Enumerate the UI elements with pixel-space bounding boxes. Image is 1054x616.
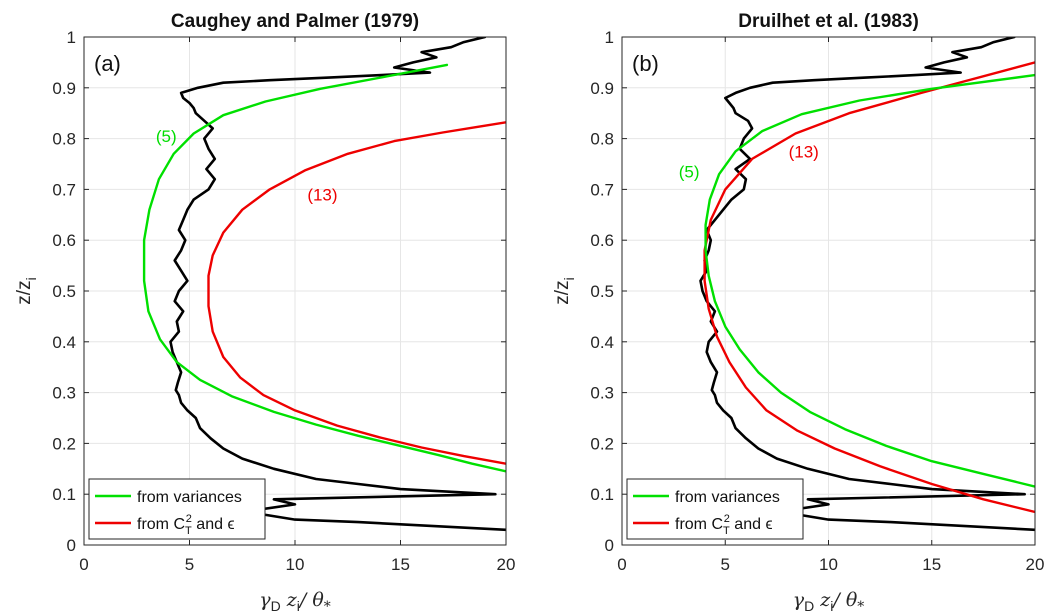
curve-annotation: (13) bbox=[307, 185, 337, 204]
y-tick-label: 0.4 bbox=[52, 333, 76, 352]
y-tick-label: 0.7 bbox=[590, 180, 614, 199]
y-tick-label: 1 bbox=[605, 28, 614, 47]
x-tick-label: 20 bbox=[1026, 555, 1045, 574]
y-tick-label: 0.9 bbox=[52, 79, 76, 98]
series-line-green bbox=[704, 73, 1035, 488]
y-tick-label: 0 bbox=[605, 536, 614, 555]
legend-label: from variances bbox=[675, 489, 780, 506]
legend-box bbox=[88, 478, 266, 540]
panel-label: (a) bbox=[94, 51, 121, 76]
panel-label: (b) bbox=[632, 51, 659, 76]
y-tick-label: 0.4 bbox=[590, 333, 614, 352]
panel-a: 0 5 10 15 20 0 0.1 0.2 0.3 0.4 0.5 0.6 0.7 0.8 0.9 1 Cau… bbox=[14, 11, 515, 615]
series-line-green bbox=[142, 63, 506, 473]
x-tick-label: 5 bbox=[185, 555, 194, 574]
curve-annotation: (5) bbox=[679, 163, 700, 182]
series-group bbox=[699, 37, 1035, 532]
chart-title: Druilhet et al. (1983) bbox=[738, 11, 919, 32]
y-tick-label: 0.7 bbox=[52, 180, 76, 199]
curve-annotation: (5) bbox=[156, 127, 177, 146]
y-tick-label: 0.6 bbox=[52, 231, 76, 250]
x-tick-label: 5 bbox=[721, 555, 730, 574]
panel-b: 0 5 10 15 20 0 0.1 0.2 0.3 0.4 0.5 0.6 0.7 0.8 0.9 1 Dru… bbox=[552, 11, 1044, 615]
legend-label: from variances bbox=[137, 489, 242, 506]
chart-title: Caughey and Palmer (1979) bbox=[171, 11, 419, 32]
x-axis-label: γD zi/ θ* bbox=[259, 589, 331, 615]
y-tick-label: 0.1 bbox=[590, 485, 614, 504]
grid bbox=[84, 37, 506, 545]
y-tick-label: 0.9 bbox=[590, 79, 614, 98]
y-axis-label: z/zi bbox=[14, 277, 39, 304]
x-tick-label: 20 bbox=[497, 555, 516, 574]
x-axis-label: γD zi/ θ* bbox=[793, 589, 865, 615]
x-tick-label: 10 bbox=[819, 555, 838, 574]
legend: from variances from CT2 and ϵ bbox=[88, 478, 266, 540]
y-tick-label: 0.5 bbox=[52, 282, 76, 301]
x-tick-label: 15 bbox=[922, 555, 941, 574]
y-tick-label: 0.8 bbox=[590, 130, 614, 149]
series-line-black bbox=[699, 37, 1035, 532]
y-tick-label: 0.2 bbox=[52, 434, 76, 453]
legend-label: from CT2 and ϵ bbox=[137, 513, 235, 537]
y-tick-label: 0 bbox=[67, 536, 76, 555]
x-tick-label: 0 bbox=[617, 555, 626, 574]
series-line-black bbox=[169, 37, 506, 532]
legend-box bbox=[626, 478, 804, 540]
series-line-red bbox=[207, 121, 506, 465]
y-tick-label: 0.3 bbox=[590, 384, 614, 403]
y-tick-label: 0.3 bbox=[52, 384, 76, 403]
curve-annotation: (13) bbox=[789, 142, 819, 161]
y-tick-label: 1 bbox=[67, 28, 76, 47]
x-tick-label: 0 bbox=[79, 555, 88, 574]
y-tick-label: 0.8 bbox=[52, 130, 76, 149]
x-tick-label: 10 bbox=[286, 555, 305, 574]
y-tick-label: 0.5 bbox=[590, 282, 614, 301]
y-axis-label: z/zi bbox=[552, 277, 577, 304]
x-tick-label: 15 bbox=[391, 555, 410, 574]
series-line-red bbox=[703, 61, 1035, 514]
y-tick-label: 0.2 bbox=[590, 434, 614, 453]
grid bbox=[622, 37, 1035, 545]
legend-label: from CT2 and ϵ bbox=[675, 513, 773, 537]
legend: from variances from CT2 and ϵ bbox=[626, 478, 804, 540]
y-tick-label: 0.6 bbox=[590, 231, 614, 250]
y-tick-label: 0.1 bbox=[52, 485, 76, 504]
series-group bbox=[142, 37, 506, 532]
